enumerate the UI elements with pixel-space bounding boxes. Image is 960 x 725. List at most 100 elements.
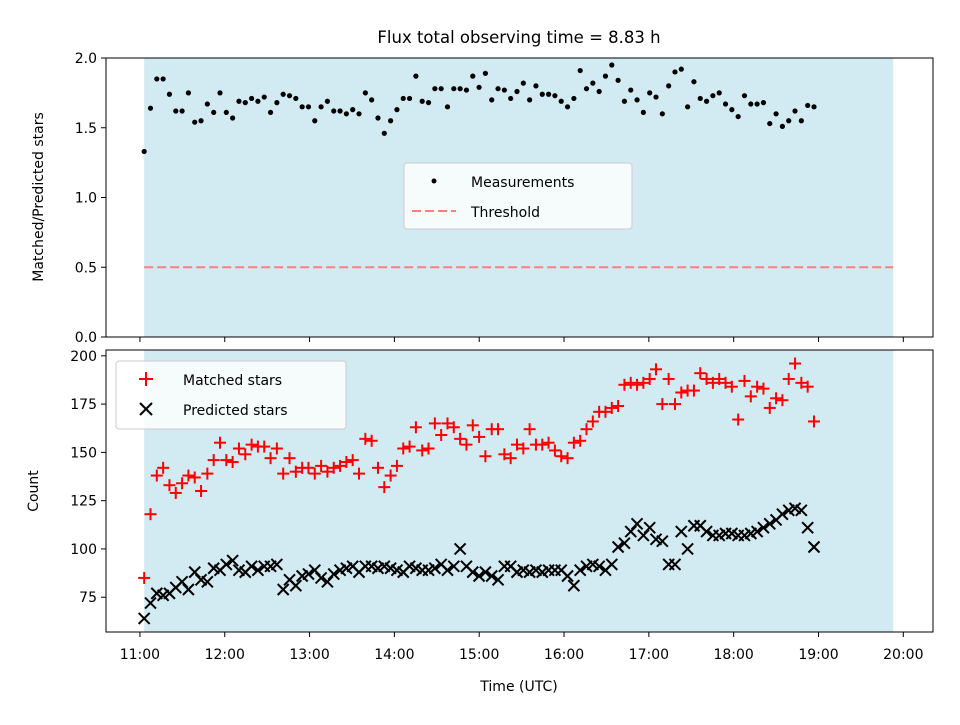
y-tick-label: 0.0 [75, 330, 97, 346]
predicted-point [485, 569, 498, 583]
matched-points [138, 357, 820, 584]
measurement-point [489, 97, 495, 103]
predicted-point [289, 579, 303, 592]
matched-point [732, 413, 745, 426]
predicted-point [675, 525, 688, 538]
matched-point [536, 438, 549, 451]
matched-point [662, 372, 675, 385]
matched-point [763, 401, 776, 414]
predicted-point [630, 517, 644, 531]
predicted-point [750, 525, 764, 538]
predicted-point [763, 517, 776, 531]
measurement-point [166, 91, 173, 97]
measurement-point [211, 109, 217, 116]
measurement-point [628, 87, 634, 93]
x-tick-label: 14:00 [374, 647, 414, 663]
measurement-point [501, 87, 507, 93]
x-tick-label: 15:00 [459, 647, 499, 663]
predicted-point [479, 565, 492, 579]
measurement-point [400, 95, 406, 102]
x-tick-label: 17:00 [629, 647, 669, 663]
matched-point [226, 456, 239, 469]
predicted-point [453, 542, 467, 556]
measurement-point [141, 148, 147, 155]
measurement-point [678, 66, 684, 72]
measurement-point [716, 90, 722, 96]
measurement-point [609, 62, 615, 68]
measurement-point [495, 86, 501, 92]
measurement-point [432, 86, 438, 92]
matched-point [232, 442, 245, 455]
measurement-points [141, 62, 817, 155]
measurement-point [545, 91, 552, 97]
matched-point [751, 380, 764, 393]
legend-predicted-marker [139, 402, 153, 416]
predicted-point [466, 565, 479, 579]
bottom-y-axis-label: Count [26, 470, 42, 512]
measurement-point [767, 120, 773, 127]
measurement-point [773, 111, 779, 117]
measurement-point [223, 109, 229, 116]
matched-point [466, 419, 479, 432]
measurement-point [179, 108, 185, 114]
matched-point [548, 444, 561, 457]
measurement-point [539, 91, 545, 97]
measurement-point [786, 118, 792, 124]
matched-point [334, 459, 347, 472]
matched-point [580, 423, 593, 436]
matched-point [782, 372, 795, 385]
y-tick-label: 1.5 [75, 121, 97, 137]
matched-point [757, 382, 770, 395]
measurement-point [406, 95, 413, 102]
matched-point [239, 448, 252, 461]
matched-point [428, 417, 441, 430]
matched-point [706, 376, 719, 389]
predicted-point [447, 560, 461, 573]
measurement-point [381, 130, 387, 136]
predicted-point [700, 525, 713, 538]
measurement-point [236, 98, 242, 104]
measurement-point [248, 95, 255, 102]
predicted-point [137, 612, 151, 625]
y-tick-label: 1.0 [75, 191, 97, 207]
predicted-point [656, 535, 669, 548]
matched-point [744, 390, 757, 403]
measurement-point [527, 97, 533, 103]
measurement-point [476, 84, 482, 90]
measurement-point [388, 118, 394, 124]
bottom-legend-box [115, 360, 347, 430]
measurement-point [621, 98, 628, 104]
predicted-point [567, 579, 581, 592]
measurement-point [198, 118, 204, 124]
matched-point [277, 467, 290, 480]
measurement-point [583, 86, 590, 92]
matched-point [650, 363, 663, 376]
bottom-x-axis: 11:00 12:00 13:00 14:00 15:00 16:00 17:00 18:00… [120, 632, 923, 663]
predicted-point [643, 521, 656, 534]
measurement-point [331, 108, 337, 114]
y-tick-label: 2.0 [75, 51, 97, 67]
measurement-point [590, 80, 596, 86]
measurement-point [634, 97, 640, 103]
predicted-point [668, 558, 682, 571]
bottom-legend: Matched stars Predicted stars [115, 360, 347, 430]
x-tick-label: 16:00 [544, 647, 584, 663]
measurement-point [192, 119, 198, 125]
top-panel: 0.00.51.01.52.0 Matched/Predicted stars … [31, 51, 934, 346]
matched-point [182, 469, 195, 482]
predicted-point [795, 504, 808, 517]
measurement-point [463, 87, 470, 93]
predicted-point [245, 560, 258, 573]
x-axis-label: Time (UTC) [479, 679, 557, 695]
measurement-point [564, 104, 571, 110]
measurement-point [419, 98, 425, 104]
measurement-point [280, 91, 286, 97]
matched-point [302, 461, 315, 474]
predicted-point [618, 536, 631, 550]
measurement-point [571, 95, 577, 102]
measurement-point [324, 98, 331, 104]
predicted-points [137, 502, 821, 625]
measurement-point [425, 100, 432, 106]
matched-point [403, 440, 416, 453]
measurement-point [602, 73, 609, 79]
